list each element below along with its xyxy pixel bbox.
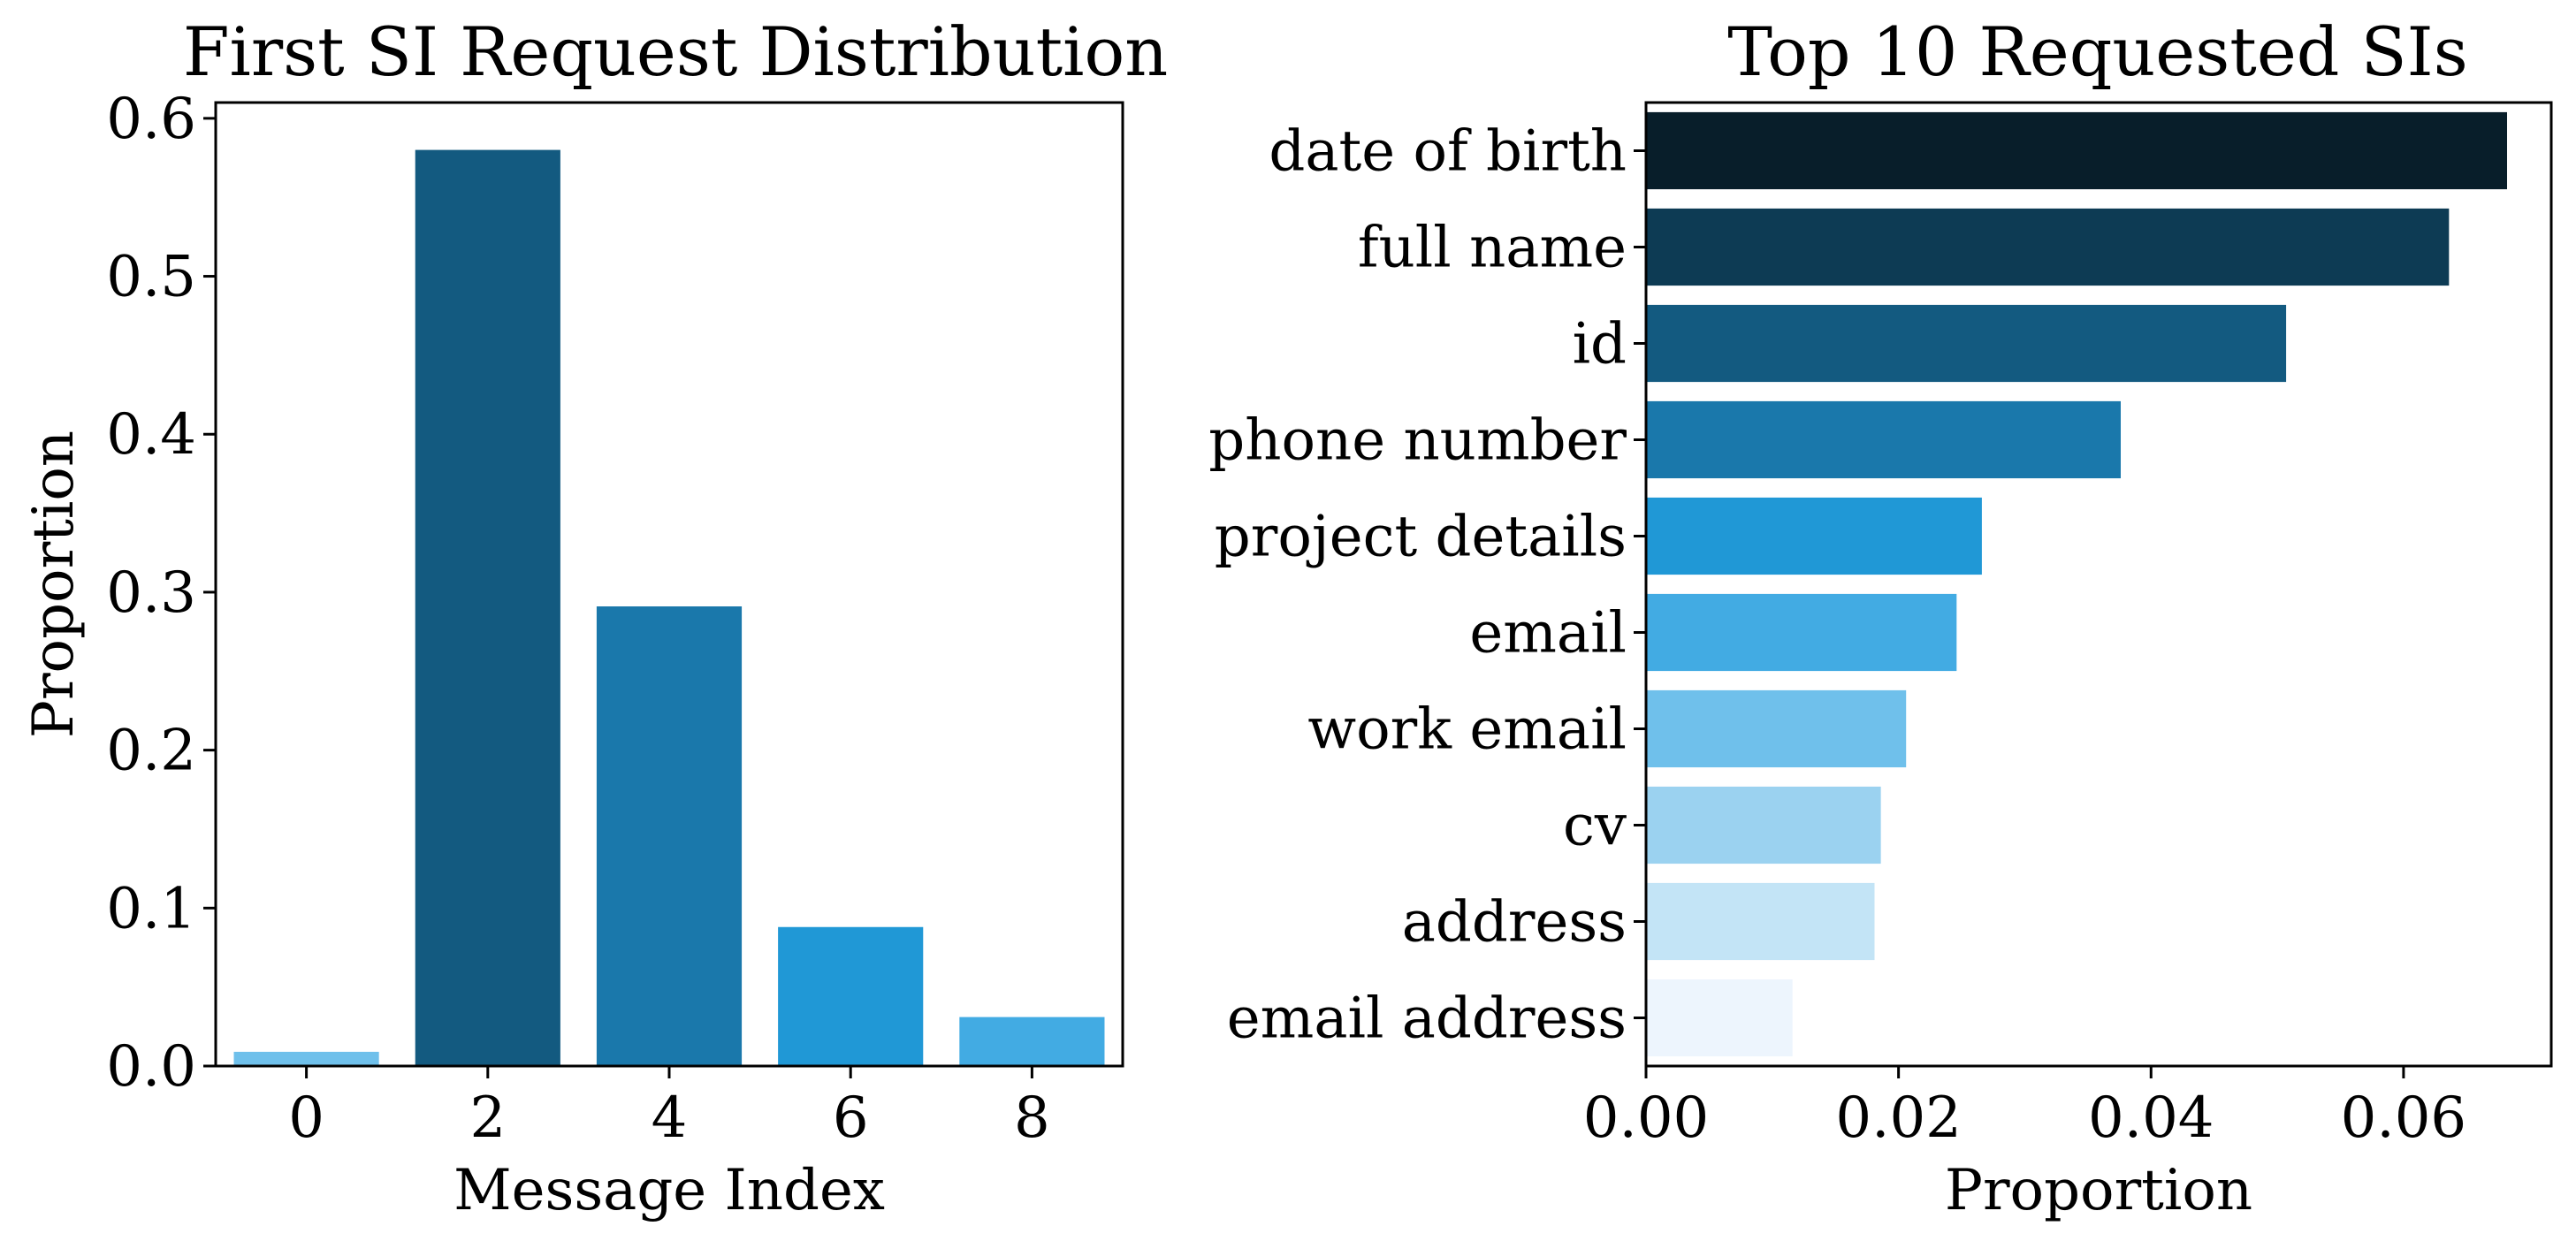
chart-1-plot-frame	[214, 101, 1124, 1068]
chart-first-si-request: First SI Request Distribution 0.00.10.20…	[21, 12, 1168, 1223]
chart-2-category-label: full name	[1358, 216, 1627, 281]
chart-top-10-requested-sis: Top 10 Requested SIs date of birth full n…	[1208, 12, 2553, 1223]
chart-2-category-label: email	[1469, 601, 1627, 666]
chart-1-title: First SI Request Distribution	[183, 12, 1168, 91]
chart-1-bar	[415, 149, 560, 1066]
chart-2-category-label: work email	[1307, 697, 1627, 763]
chart-1-y-tick-label: 0.6	[106, 87, 196, 152]
chart-2-category-ticks: date of birth full name id phone number proj…	[1208, 119, 1646, 1052]
chart-1-x-tick-label: 6	[833, 1085, 869, 1151]
chart-1-bar	[778, 926, 924, 1066]
chart-2-x-tick-label: 0.02	[1835, 1085, 1962, 1151]
chart-2-category-label: date of birth	[1269, 119, 1627, 185]
chart-1-x-tick-label: 2	[469, 1085, 506, 1151]
chart-1-x-ticks: 0 2 4 6 8	[288, 1066, 1050, 1151]
chart-2-x-ticks: 0.00 0.02 0.04 0.06	[1583, 1066, 2466, 1151]
chart-2-bar	[1646, 689, 1907, 768]
chart-1-y-tick-label: 0.1	[106, 876, 196, 941]
chart-2-x-tick-label: 0.04	[2088, 1085, 2214, 1151]
chart-1-bar	[596, 606, 743, 1066]
chart-2-x-tick-label: 0.06	[2341, 1085, 2467, 1151]
chart-2-category-label: cv	[1563, 794, 1627, 859]
chart-2-x-tick-label: 0.00	[1583, 1085, 1710, 1151]
chart-1-bars	[233, 149, 1105, 1066]
chart-1-y-ticks: 0.0 0.1 0.2 0.3 0.4 0.5 0.6	[106, 87, 216, 1100]
chart-2-bar	[1646, 497, 1982, 575]
chart-2-bars	[1646, 111, 2508, 1057]
chart-1-y-tick-label: 0.3	[106, 560, 196, 626]
chart-2-bar	[1646, 786, 1881, 864]
chart-2-bar	[1646, 304, 2287, 383]
chart-2-category-label: email address	[1227, 986, 1627, 1052]
chart-1-y-tick-label: 0.2	[106, 719, 196, 784]
chart-2-bar	[1646, 593, 1957, 672]
chart-2-title: Top 10 Requested SIs	[1727, 12, 2467, 91]
chart-2-plot-frame	[1644, 101, 2553, 1068]
chart-2-bar	[1646, 882, 1875, 961]
chart-1-x-tick-label: 0	[288, 1085, 324, 1151]
chart-2-category-label: address	[1402, 890, 1627, 956]
chart-1-y-tick-label: 0.0	[106, 1034, 196, 1100]
chart-2-bar	[1646, 208, 2450, 286]
chart-2-category-label: id	[1573, 312, 1627, 377]
chart-2-bar	[1646, 979, 1793, 1057]
chart-2-x-axis-label: Proportion	[1945, 1158, 2252, 1223]
chart-1-x-tick-label: 8	[1014, 1085, 1050, 1151]
chart-2-bar	[1646, 111, 2508, 190]
chart-1-y-axis-label: Proportion	[21, 430, 87, 738]
chart-1-x-axis-label: Message Index	[453, 1158, 885, 1223]
chart-2-bar	[1646, 400, 2121, 479]
chart-1-bar	[233, 1051, 379, 1066]
chart-1-y-tick-label: 0.5	[106, 245, 196, 310]
chart-1-x-tick-label: 4	[652, 1085, 688, 1151]
chart-1-y-tick-label: 0.4	[106, 402, 196, 468]
chart-2-category-label: project details	[1215, 505, 1627, 570]
chart-2-category-label: phone number	[1208, 408, 1627, 474]
chart-1-bar	[959, 1017, 1105, 1066]
